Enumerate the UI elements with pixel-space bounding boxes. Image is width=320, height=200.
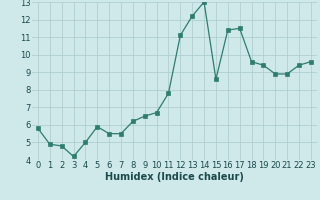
X-axis label: Humidex (Indice chaleur): Humidex (Indice chaleur) xyxy=(105,172,244,182)
